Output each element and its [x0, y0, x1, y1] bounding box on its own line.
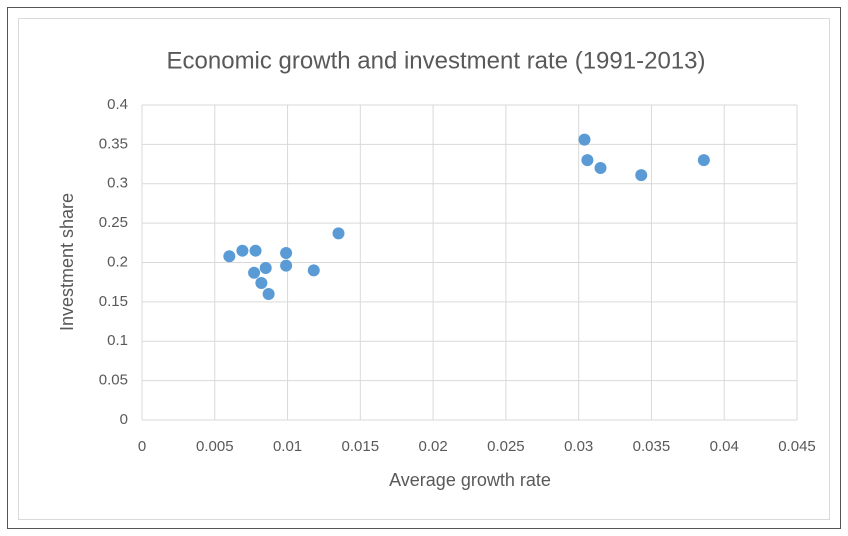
data-point	[581, 154, 594, 167]
data-point	[332, 227, 345, 240]
x-tick-label: 0	[138, 438, 146, 455]
y-tick-label: 0.15	[99, 293, 128, 310]
data-point	[259, 262, 272, 275]
x-tick-label: 0.005	[196, 438, 234, 455]
data-point	[635, 169, 648, 182]
x-tick-label: 0.03	[564, 438, 593, 455]
x-tick-label: 0.035	[633, 438, 671, 455]
y-tick-label: 0.1	[107, 332, 128, 349]
x-tick-label: 0.025	[487, 438, 525, 455]
y-axis-label: Investment share	[57, 193, 77, 331]
y-tick-label: 0.2	[107, 253, 128, 270]
y-tick-label: 0.05	[99, 372, 128, 389]
y-tick-label: 0.25	[99, 214, 128, 231]
x-tick-label: 0.01	[273, 438, 302, 455]
y-tick-label: 0.35	[99, 135, 128, 152]
data-point	[307, 264, 320, 277]
x-tick-label: 0.015	[342, 438, 380, 455]
y-tick-label: 0.4	[107, 96, 128, 113]
data-point	[697, 154, 710, 167]
data-point	[249, 244, 262, 257]
y-tick-label: 0.3	[107, 175, 128, 192]
data-point	[280, 259, 293, 272]
x-tick-label: 0.04	[710, 438, 739, 455]
data-point	[223, 250, 236, 263]
x-axis-label: Average growth rate	[389, 470, 551, 490]
data-point	[255, 276, 268, 289]
data-point	[248, 266, 261, 279]
data-point	[578, 133, 591, 146]
data-point	[280, 247, 293, 260]
y-tick-label: 0	[120, 411, 128, 428]
x-tick-label: 0.02	[419, 438, 448, 455]
chart-title: Economic growth and investment rate (199…	[167, 47, 706, 74]
data-point	[594, 162, 607, 174]
x-tick-label: 0.045	[778, 438, 816, 455]
data-point	[262, 288, 275, 300]
chart-frame	[18, 18, 830, 520]
data-point	[236, 244, 249, 257]
